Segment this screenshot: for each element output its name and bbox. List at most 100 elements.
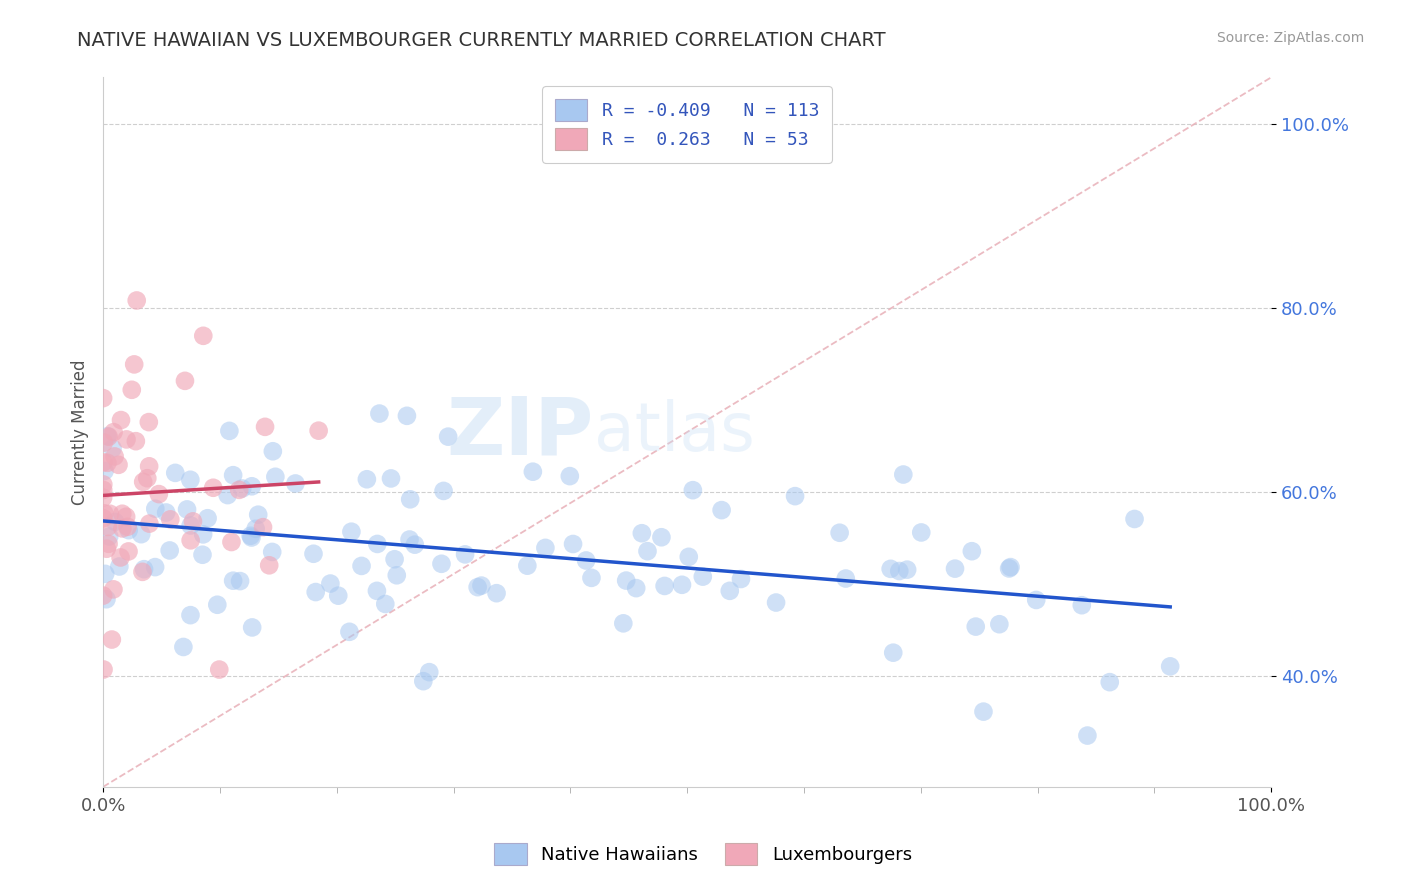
Point (98, 529, 121, 543)
Point (121, 383, 143, 397)
Point (122, 358, 145, 372)
Point (96, 592, 118, 607)
Point (231, 482, 253, 496)
Point (191, 548, 214, 562)
Point (432, 483, 454, 498)
Point (103, 425, 125, 439)
Point (240, 620, 263, 634)
Point (1123, 512, 1146, 526)
Point (418, 665, 440, 680)
Point (1025, 593, 1047, 607)
Point (117, 520, 139, 534)
Point (1098, 675, 1121, 690)
Point (319, 576, 342, 591)
Point (828, 525, 851, 540)
Point (111, 507, 134, 521)
Point (143, 560, 166, 574)
Text: atlas: atlas (593, 399, 755, 465)
Point (93, 663, 115, 677)
Point (107, 458, 129, 472)
Point (222, 468, 245, 483)
Point (678, 549, 700, 564)
Point (247, 508, 270, 522)
Point (882, 646, 904, 660)
Point (179, 473, 201, 487)
Point (454, 547, 477, 561)
Point (193, 328, 215, 343)
Point (138, 415, 160, 429)
Point (998, 561, 1021, 575)
Point (437, 430, 460, 444)
Point (104, 515, 127, 529)
Point (254, 420, 277, 434)
Point (97, 430, 120, 444)
Point (835, 572, 858, 586)
Point (245, 522, 267, 536)
Point (101, 442, 124, 456)
Point (284, 476, 307, 491)
Point (534, 541, 557, 555)
Point (125, 434, 148, 449)
Point (581, 571, 603, 585)
Legend: R = -0.409   N = 113, R =  0.263   N = 53: R = -0.409 N = 113, R = 0.263 N = 53 (543, 87, 832, 163)
Point (148, 487, 170, 501)
Point (179, 608, 201, 623)
Point (176, 502, 198, 516)
Point (159, 543, 181, 558)
Point (398, 533, 420, 547)
Point (91, 391, 114, 405)
Legend: Native Hawaiians, Luxembourgers: Native Hawaiians, Luxembourgers (485, 834, 921, 874)
Point (110, 550, 132, 565)
Point (91, 477, 114, 491)
Point (138, 459, 160, 474)
Point (91, 483, 114, 497)
Point (108, 559, 131, 574)
Point (384, 552, 406, 566)
Point (155, 506, 177, 520)
Point (366, 537, 388, 551)
Point (262, 444, 284, 458)
Point (91, 511, 114, 525)
Point (624, 581, 647, 595)
Point (110, 413, 132, 427)
Point (174, 374, 197, 388)
Point (305, 585, 328, 599)
Point (93, 506, 115, 520)
Point (522, 465, 544, 479)
Point (136, 471, 159, 485)
Point (671, 578, 693, 592)
Point (240, 531, 263, 545)
Point (104, 450, 127, 464)
Point (340, 524, 363, 539)
Point (783, 489, 806, 503)
Point (943, 561, 966, 575)
Point (98, 507, 121, 521)
Point (217, 488, 239, 502)
Point (650, 530, 672, 544)
Point (308, 424, 330, 438)
Point (972, 705, 994, 719)
Point (229, 574, 252, 588)
Text: Source: ZipAtlas.com: Source: ZipAtlas.com (1216, 31, 1364, 45)
Point (115, 509, 138, 524)
Point (630, 526, 652, 541)
Point (470, 579, 492, 593)
Point (412, 674, 434, 689)
Point (879, 562, 901, 576)
Point (380, 471, 402, 485)
Point (374, 597, 396, 611)
Point (692, 569, 714, 583)
Point (138, 516, 160, 531)
Point (240, 479, 263, 493)
Point (129, 527, 152, 541)
Point (302, 547, 325, 561)
Point (404, 538, 426, 552)
Point (965, 619, 987, 633)
Point (654, 579, 676, 593)
Point (718, 583, 741, 598)
Point (1076, 729, 1098, 743)
Point (222, 574, 245, 588)
Point (910, 525, 932, 540)
Point (172, 640, 194, 654)
Point (159, 512, 181, 526)
